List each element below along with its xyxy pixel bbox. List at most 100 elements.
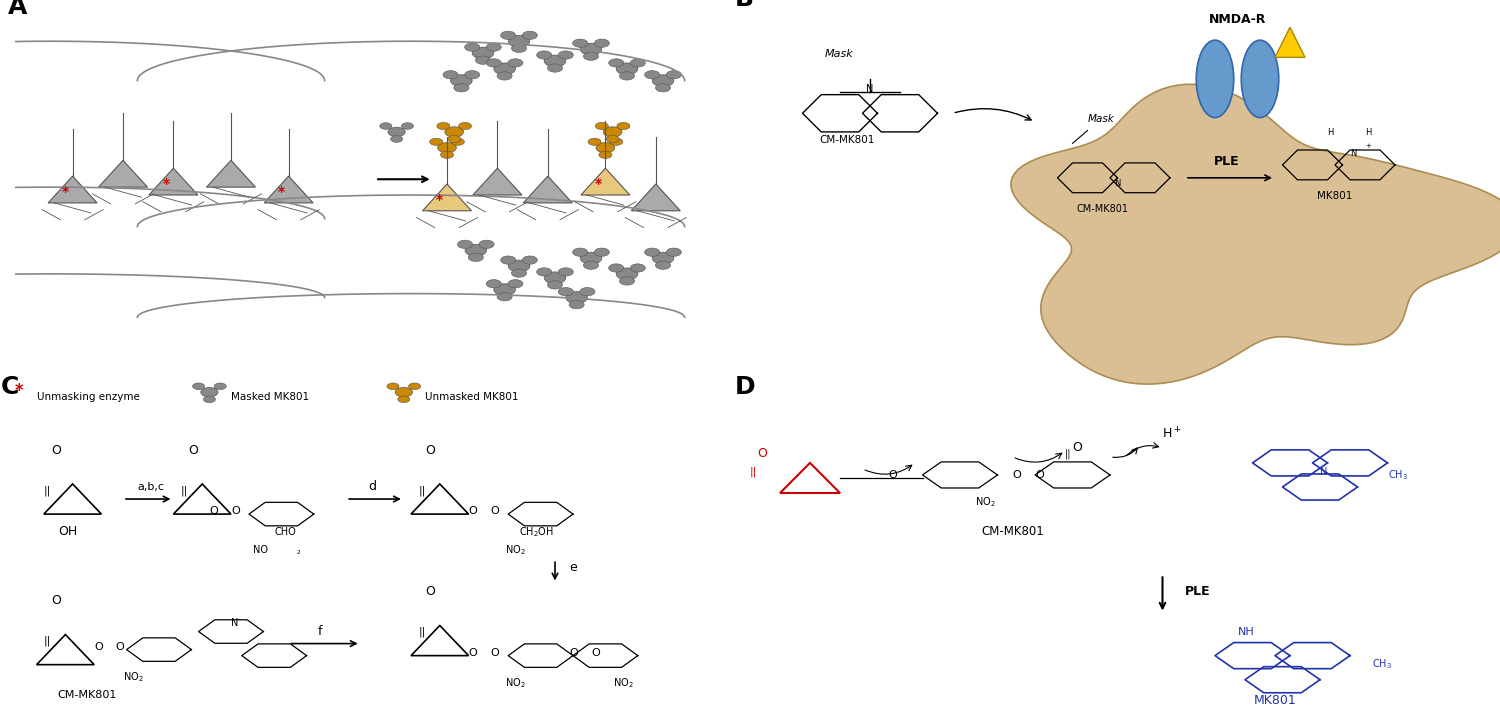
Text: Unmasked MK801: Unmasked MK801: [426, 392, 519, 402]
Polygon shape: [472, 168, 522, 195]
Text: D: D: [735, 375, 756, 399]
Text: *: *: [15, 382, 24, 400]
Circle shape: [544, 55, 566, 67]
Text: *: *: [162, 177, 170, 191]
Text: O: O: [188, 444, 198, 457]
Circle shape: [494, 284, 516, 295]
Text: MK801: MK801: [1254, 694, 1296, 707]
Circle shape: [441, 151, 453, 158]
Circle shape: [645, 248, 660, 257]
Polygon shape: [1011, 85, 1500, 384]
Text: N: N: [1113, 179, 1120, 189]
Text: ||: ||: [750, 467, 758, 478]
Circle shape: [620, 72, 634, 80]
Circle shape: [472, 47, 494, 59]
Circle shape: [429, 138, 442, 146]
Text: A: A: [8, 0, 27, 19]
Text: O: O: [490, 647, 500, 657]
Text: O: O: [591, 647, 600, 657]
Text: O: O: [468, 506, 477, 516]
Polygon shape: [48, 176, 98, 203]
Circle shape: [594, 39, 609, 47]
Circle shape: [192, 383, 204, 389]
Circle shape: [454, 84, 470, 92]
Polygon shape: [632, 184, 681, 211]
Text: O: O: [758, 447, 768, 460]
Text: Unmasking enzyme: Unmasking enzyme: [36, 392, 140, 402]
Circle shape: [652, 252, 674, 264]
Circle shape: [596, 143, 615, 153]
Text: NO$_2$: NO$_2$: [123, 670, 144, 683]
Circle shape: [594, 248, 609, 257]
Circle shape: [616, 123, 630, 130]
Text: O: O: [1035, 470, 1044, 480]
Circle shape: [606, 136, 619, 143]
Circle shape: [512, 44, 526, 52]
Text: O: O: [51, 594, 62, 607]
Text: PLE: PLE: [1214, 155, 1239, 168]
Circle shape: [609, 59, 624, 67]
Polygon shape: [423, 184, 471, 211]
Circle shape: [398, 396, 410, 403]
Text: O: O: [51, 444, 62, 457]
Text: O: O: [426, 585, 435, 599]
Circle shape: [573, 39, 588, 47]
Circle shape: [512, 269, 526, 277]
Circle shape: [408, 383, 420, 389]
Circle shape: [568, 300, 584, 309]
Ellipse shape: [1197, 40, 1233, 118]
Circle shape: [501, 256, 516, 265]
Circle shape: [620, 277, 634, 285]
Circle shape: [558, 267, 573, 276]
Circle shape: [494, 63, 516, 75]
Circle shape: [438, 143, 456, 153]
Circle shape: [609, 264, 624, 272]
Text: e: e: [570, 561, 578, 574]
Circle shape: [509, 260, 530, 272]
Polygon shape: [207, 161, 255, 187]
Circle shape: [609, 138, 622, 146]
Circle shape: [465, 43, 480, 52]
Text: NO: NO: [252, 545, 267, 555]
Circle shape: [666, 248, 681, 257]
Circle shape: [459, 123, 471, 130]
Circle shape: [522, 31, 537, 39]
Circle shape: [468, 253, 483, 262]
Text: NO$_2$: NO$_2$: [975, 495, 996, 509]
Text: NH: NH: [1238, 627, 1254, 637]
Text: f: f: [318, 625, 322, 637]
Circle shape: [387, 383, 399, 389]
Text: O: O: [426, 444, 435, 457]
Circle shape: [390, 136, 402, 143]
Text: Mask: Mask: [1088, 114, 1114, 124]
Text: *: *: [278, 185, 285, 199]
Text: MK801: MK801: [1317, 191, 1353, 201]
Circle shape: [388, 127, 405, 137]
Circle shape: [558, 288, 573, 296]
Polygon shape: [1275, 27, 1305, 57]
Text: *: *: [594, 177, 602, 191]
Circle shape: [630, 59, 645, 67]
Circle shape: [580, 43, 602, 55]
Circle shape: [616, 63, 638, 75]
Polygon shape: [580, 168, 630, 195]
Circle shape: [509, 280, 524, 288]
Text: O: O: [1072, 441, 1083, 454]
Text: NO$_2$: NO$_2$: [612, 675, 633, 690]
Circle shape: [214, 383, 226, 389]
Circle shape: [580, 288, 596, 296]
Circle shape: [436, 123, 450, 130]
Circle shape: [603, 127, 622, 137]
Circle shape: [537, 267, 552, 276]
Text: N: N: [867, 84, 873, 94]
Text: N: N: [231, 617, 238, 627]
Text: N: N: [1350, 149, 1356, 158]
Circle shape: [201, 387, 217, 397]
Circle shape: [486, 280, 501, 288]
Text: ||: ||: [1065, 449, 1071, 460]
Circle shape: [616, 268, 638, 280]
Text: O: O: [210, 506, 218, 516]
Text: H: H: [1328, 128, 1334, 137]
Circle shape: [509, 35, 530, 47]
Text: C: C: [0, 375, 20, 399]
